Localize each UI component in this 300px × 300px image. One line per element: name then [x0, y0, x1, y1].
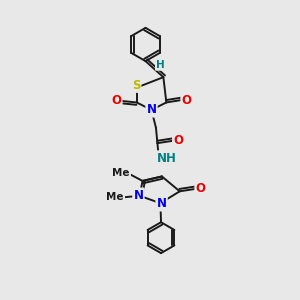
Text: O: O — [111, 94, 122, 107]
Text: Me: Me — [106, 192, 124, 202]
Text: O: O — [182, 94, 192, 106]
Text: O: O — [173, 134, 183, 147]
Text: N: N — [146, 103, 157, 116]
Text: NH: NH — [156, 152, 176, 164]
Text: N: N — [157, 197, 166, 210]
Text: N: N — [134, 189, 143, 202]
Text: Me: Me — [112, 168, 130, 178]
Text: O: O — [196, 182, 206, 195]
Text: S: S — [132, 79, 140, 92]
Text: H: H — [156, 60, 165, 70]
